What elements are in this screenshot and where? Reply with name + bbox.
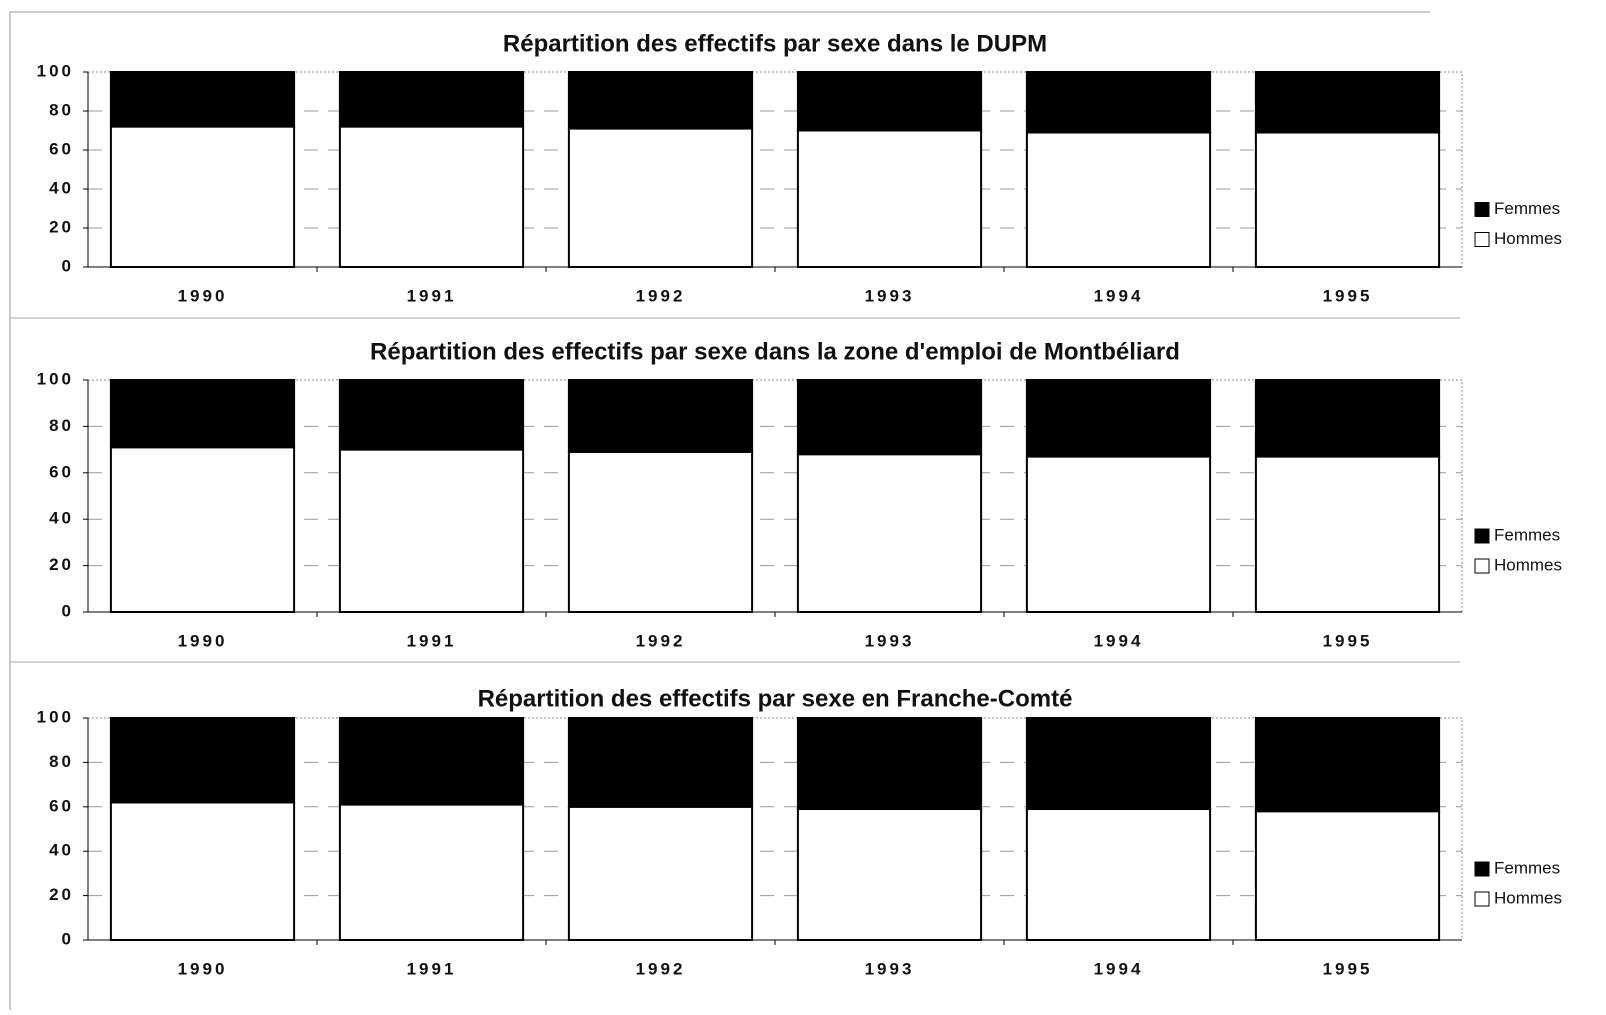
bar-segment bbox=[1254, 455, 1441, 613]
y-tick-label: 20 bbox=[49, 885, 74, 904]
bar-segment bbox=[567, 71, 754, 130]
legend-label: Femmes bbox=[1494, 199, 1560, 218]
legend-swatch bbox=[1474, 861, 1490, 877]
x-tick-label: 1992 bbox=[636, 286, 686, 305]
y-tick-label: 20 bbox=[49, 217, 74, 236]
bar-segment bbox=[796, 129, 983, 268]
bar-segment bbox=[796, 379, 983, 456]
bar-segment bbox=[567, 805, 754, 941]
x-tick-label: 1994 bbox=[1094, 631, 1144, 650]
bar-segment bbox=[1254, 379, 1441, 458]
legend-label: Femmes bbox=[1494, 858, 1560, 877]
y-tick-label: 80 bbox=[49, 752, 74, 771]
chart-title: Répartition des effectifs par sexe dans … bbox=[503, 30, 1047, 57]
x-tick-label: 1995 bbox=[1323, 631, 1373, 650]
bar-segment bbox=[796, 808, 983, 942]
x-tick-label: 1995 bbox=[1323, 286, 1373, 305]
x-tick-label: 1993 bbox=[865, 286, 915, 305]
legend-swatch bbox=[1474, 528, 1490, 544]
bar-segment bbox=[796, 717, 983, 811]
bar-segment bbox=[1254, 131, 1441, 268]
y-tick-label: 100 bbox=[37, 61, 74, 80]
bar-segment bbox=[567, 127, 754, 268]
y-tick-label: 40 bbox=[49, 178, 74, 197]
bar-segment bbox=[567, 379, 754, 453]
bar-segment bbox=[1254, 717, 1441, 813]
bar-segment bbox=[338, 125, 525, 268]
y-tick-label: 40 bbox=[49, 841, 74, 860]
y-tick-label: 20 bbox=[49, 555, 74, 574]
y-tick-label: 60 bbox=[49, 139, 74, 158]
bar-segment bbox=[1025, 71, 1212, 134]
y-tick-label: 100 bbox=[37, 369, 74, 388]
bar-segment bbox=[338, 71, 525, 128]
x-tick-label: 1995 bbox=[1323, 959, 1373, 978]
bar-segment bbox=[1025, 131, 1212, 268]
x-tick-label: 1991 bbox=[407, 631, 457, 650]
legend-label: Hommes bbox=[1494, 229, 1562, 248]
bar-segment bbox=[1025, 717, 1212, 811]
chart-title: Répartition des effectifs par sexe dans … bbox=[370, 338, 1180, 365]
y-tick-label: 0 bbox=[62, 929, 74, 948]
legend-swatch bbox=[1474, 891, 1490, 907]
x-tick-label: 1990 bbox=[178, 959, 228, 978]
x-tick-label: 1992 bbox=[636, 631, 686, 650]
x-tick-label: 1993 bbox=[865, 959, 915, 978]
y-tick-label: 80 bbox=[49, 416, 74, 435]
x-tick-label: 1992 bbox=[636, 959, 686, 978]
y-tick-label: 40 bbox=[49, 509, 74, 528]
bar-segment bbox=[109, 717, 296, 804]
x-tick-label: 1994 bbox=[1094, 959, 1144, 978]
x-tick-label: 1990 bbox=[178, 631, 228, 650]
y-tick-label: 0 bbox=[62, 256, 74, 275]
bar-segment bbox=[1025, 379, 1212, 458]
bar-segment bbox=[1254, 810, 1441, 941]
legend-label: Hommes bbox=[1494, 888, 1562, 907]
y-tick-label: 80 bbox=[49, 100, 74, 119]
x-tick-label: 1991 bbox=[407, 959, 457, 978]
y-tick-label: 0 bbox=[62, 601, 74, 620]
bar-segment bbox=[338, 379, 525, 451]
bar-segment bbox=[338, 803, 525, 942]
bar-segment bbox=[1025, 455, 1212, 613]
bar-segment bbox=[567, 717, 754, 808]
bar-segment bbox=[109, 125, 296, 268]
bar-segment bbox=[109, 446, 296, 613]
bar-segment bbox=[1025, 808, 1212, 942]
bar-segment bbox=[338, 717, 525, 806]
x-tick-label: 1994 bbox=[1094, 286, 1144, 305]
legend-swatch bbox=[1474, 232, 1490, 247]
bar-segment bbox=[1254, 71, 1441, 134]
x-tick-label: 1990 bbox=[178, 286, 228, 305]
y-tick-label: 100 bbox=[37, 707, 74, 726]
x-tick-label: 1991 bbox=[407, 286, 457, 305]
bar-segment bbox=[796, 71, 983, 132]
bar-segment bbox=[338, 448, 525, 613]
bar-segment bbox=[567, 450, 754, 614]
y-tick-label: 60 bbox=[49, 462, 74, 481]
legend-swatch bbox=[1474, 558, 1490, 574]
bar-segment bbox=[796, 453, 983, 613]
chart-title: Répartition des effectifs par sexe en Fr… bbox=[478, 685, 1073, 712]
legend-swatch bbox=[1474, 202, 1490, 217]
bar-segment bbox=[109, 801, 296, 941]
bar-segment bbox=[109, 379, 296, 449]
bar-segment bbox=[109, 71, 296, 128]
y-tick-label: 60 bbox=[49, 796, 74, 815]
x-tick-label: 1993 bbox=[865, 631, 915, 650]
legend-label: Hommes bbox=[1494, 555, 1562, 574]
legend-label: Femmes bbox=[1494, 525, 1560, 544]
